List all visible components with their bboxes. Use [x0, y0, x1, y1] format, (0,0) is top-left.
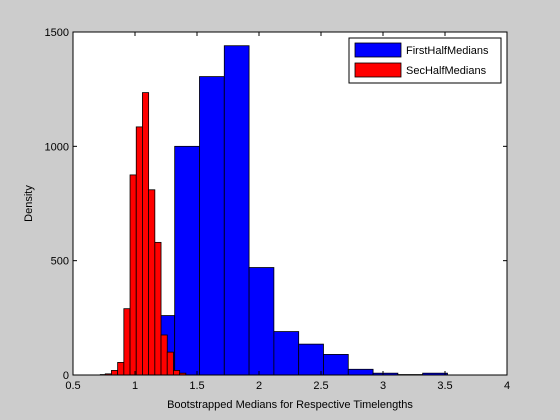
histogram-bar-sec-half-5 [135, 126, 143, 376]
histogram-bar-sec-half-6 [142, 92, 150, 376]
histogram-bar-sec-half-4 [129, 174, 137, 376]
legend-swatch-first-half [354, 42, 402, 58]
histogram-bar-sec-half-10 [166, 351, 174, 376]
legend-label-sec-half: SecHalfMedians [406, 65, 487, 77]
histogram-bar-sec-half-8 [154, 241, 162, 376]
histogram-bar-first-half-10 [347, 368, 374, 376]
x-tick-label-0: 0.5 [65, 380, 80, 392]
plot-area-frame [72, 31, 508, 376]
y-tick-label-1: 500 [51, 256, 69, 268]
axes-layer [72, 31, 508, 376]
x-tick-label-2: 1.5 [189, 380, 204, 392]
legend-swatch-sec-half [354, 62, 402, 78]
y-axis-label: Density [23, 185, 35, 222]
y-tick-label-3: 1500 [45, 27, 69, 39]
y-tick-label-2: 1000 [45, 141, 69, 153]
bars-layer [99, 45, 448, 376]
histogram-bar-sec-half-11 [173, 370, 181, 376]
x-tick-label-3: 2 [256, 380, 262, 392]
histogram-bar-sec-half-9 [160, 334, 168, 376]
histogram-bar-sec-half-7 [148, 189, 156, 376]
histogram-bar-first-half-5 [223, 45, 250, 376]
x-axis-label: Bootstrapped Medians for Respective Time… [167, 399, 413, 411]
ticks-layer: 0.5 1 1.5 2 2.5 3 3.5 4 0 500 1000 1500 [45, 27, 511, 392]
histogram-bar-sec-half-3 [123, 308, 131, 376]
x-tick-label-1: 1 [132, 380, 138, 392]
histogram-bar-first-half-9 [323, 354, 349, 376]
histogram-bar-first-half-7 [273, 331, 300, 376]
x-tick-label-6: 3.5 [437, 380, 452, 392]
legend-label-first-half: FirstHalfMedians [406, 45, 489, 57]
histogram-bar-sec-half-2 [117, 362, 125, 376]
legend: FirstHalfMedians SecHalfMedians [348, 37, 502, 84]
x-tick-label-4: 2.5 [313, 380, 328, 392]
x-tick-label-5: 3 [380, 380, 386, 392]
histogram-bar-first-half-8 [298, 343, 324, 376]
histogram-bar-first-half-3 [174, 145, 200, 376]
x-tick-label-7: 4 [504, 380, 510, 392]
y-tick-label-0: 0 [63, 370, 69, 382]
histogram-bar-sec-half-1 [111, 370, 119, 376]
histogram-bar-first-half-6 [248, 267, 275, 376]
histogram-bar-first-half-4 [199, 76, 225, 376]
